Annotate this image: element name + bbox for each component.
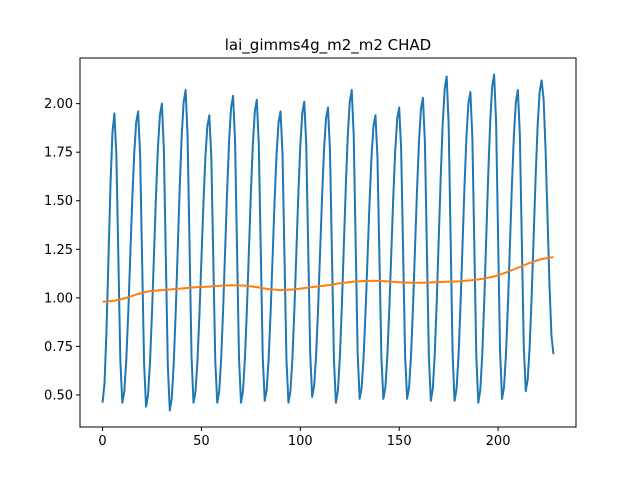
x-axis: 0 50 100 150 200: [98, 427, 510, 449]
y-tick-label: 1.75: [44, 146, 73, 161]
x-tick-label: 150: [387, 434, 412, 449]
x-tick-label: 200: [486, 434, 511, 449]
series-layer: [101, 73, 555, 412]
y-tick-label: 1.25: [44, 243, 73, 258]
series-line-2: [102, 256, 554, 303]
y-axis: 0.50 0.75 1.00 1.25 1.50 1.75 2.00: [44, 97, 80, 403]
series-line-1: [101, 73, 555, 412]
x-tick-label: 100: [288, 434, 313, 449]
y-tick-label: 2.00: [44, 97, 73, 112]
chart-title: lai_gimms4g_m2_m2 CHAD: [225, 36, 431, 55]
y-tick-label: 1.00: [44, 291, 73, 306]
x-tick-label: 50: [193, 434, 210, 449]
y-tick-label: 1.50: [44, 194, 73, 209]
y-tick-label: 0.75: [44, 340, 73, 355]
y-tick-label: 0.50: [44, 388, 73, 403]
x-tick-label: 0: [98, 434, 106, 449]
axes-frame: [79, 57, 577, 428]
